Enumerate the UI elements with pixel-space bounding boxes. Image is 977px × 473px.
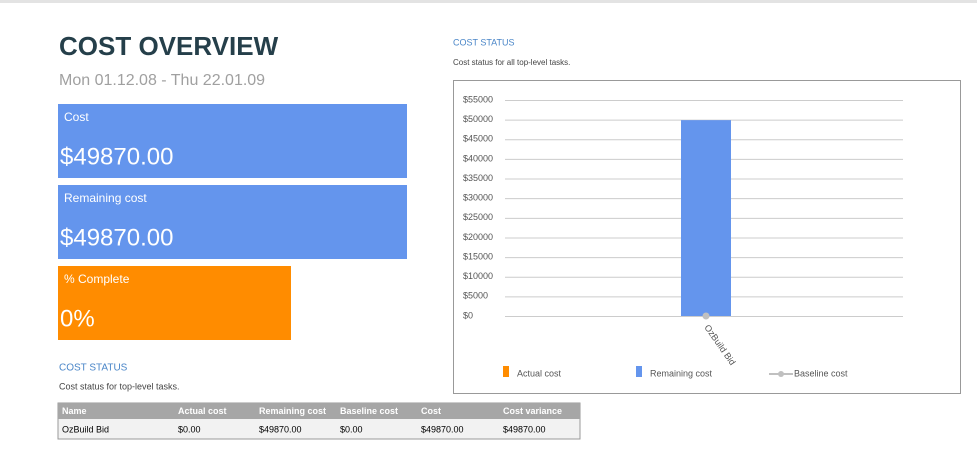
y-tick-label: $10000 [463, 271, 493, 281]
line-point [702, 312, 710, 320]
chart-subtitle: Cost status for all top-level tasks. [453, 58, 570, 67]
legend-swatch [636, 366, 642, 377]
card [58, 266, 291, 340]
y-tick-label: $15000 [463, 251, 493, 261]
table-header-cell: Baseline cost [340, 406, 398, 416]
card-value: $49870.00 [60, 143, 173, 170]
table-cell: $49870.00 [259, 424, 302, 434]
y-tick-label: $55000 [463, 94, 493, 104]
table-header-cell: Actual cost [178, 406, 227, 416]
card [58, 104, 407, 178]
card [58, 185, 407, 259]
y-tick-label: $50000 [463, 114, 493, 124]
y-tick-label: $35000 [463, 173, 493, 183]
y-tick-label: $5000 [463, 291, 488, 301]
card-label: % Complete [64, 272, 130, 286]
card-label: Remaining cost [64, 191, 147, 205]
table-cell: $49870.00 [421, 424, 464, 434]
card-value: 0% [60, 305, 95, 332]
y-tick-label: $0 [463, 310, 473, 320]
table-header-cell: Cost variance [503, 406, 562, 416]
section-subtitle: Cost status for top-level tasks. [59, 381, 180, 391]
table-cell: $0.00 [340, 424, 363, 434]
date-range: Mon 01.12.08 - Thu 22.01.09 [59, 72, 265, 89]
legend-label: Actual cost [517, 368, 562, 378]
table-header [58, 403, 580, 419]
table-cell: $0.00 [178, 424, 201, 434]
legend-marker [778, 371, 784, 377]
y-tick-label: $25000 [463, 212, 493, 222]
table-header-cell: Cost [421, 406, 441, 416]
table-header-cell: Name [62, 406, 87, 416]
y-tick-label: $40000 [463, 153, 493, 163]
table-header-cell: Remaining cost [259, 406, 326, 416]
legend-label: Remaining cost [650, 368, 713, 378]
table-cell: OzBuild Bid [62, 424, 109, 434]
section-title: COST STATUS [59, 363, 128, 374]
y-tick-label: $45000 [463, 134, 493, 144]
legend-swatch [503, 366, 509, 377]
legend-label: Baseline cost [794, 368, 848, 378]
y-tick-label: $30000 [463, 193, 493, 203]
y-tick-label: $20000 [463, 232, 493, 242]
title: COST OVERVIEW [59, 31, 279, 61]
bar [681, 120, 731, 316]
top-border [0, 0, 977, 3]
card-label: Cost [64, 110, 89, 124]
chart-title: COST STATUS [453, 37, 515, 47]
card-value: $49870.00 [60, 224, 173, 251]
table-cell: $49870.00 [503, 424, 546, 434]
